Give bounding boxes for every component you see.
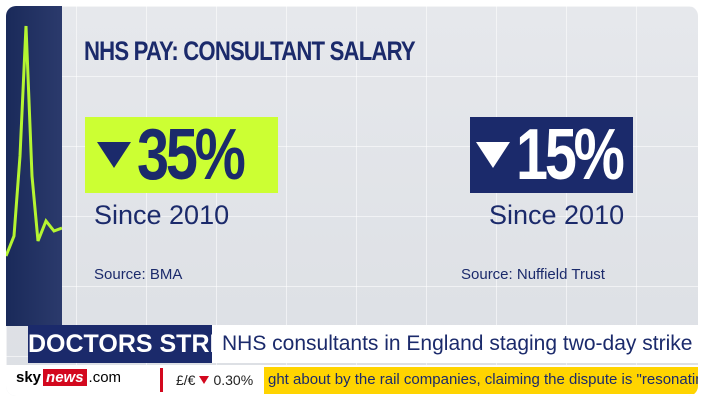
ticker-band xyxy=(264,367,698,394)
brand-sky: sky xyxy=(16,369,42,386)
stat-box: 35% xyxy=(85,115,278,195)
broadcast-screen: NHS PAY: CONSULTANT SALARY 35% Since 201… xyxy=(6,6,698,396)
headline-bar xyxy=(212,325,698,363)
brand-news: news xyxy=(43,369,87,386)
stat-value: 15% xyxy=(516,115,625,195)
stat-source: Source: Nuffield Trust xyxy=(461,266,605,283)
headline: NHS consultants in England staging two-d… xyxy=(222,332,693,355)
title: NHS PAY: CONSULTANT SALARY xyxy=(84,36,416,66)
stat-caption: Since 2010 xyxy=(489,200,625,230)
side-panel xyxy=(6,6,63,326)
down-arrow xyxy=(97,142,131,168)
stat-source: Source: BMA xyxy=(94,266,183,283)
brand-domain: .com xyxy=(88,369,122,386)
currency-change: 0.30% xyxy=(213,372,254,388)
stat-value: 35% xyxy=(137,115,246,195)
lower-third-label: DOCTORS STRIKE xyxy=(28,325,251,363)
down-arrow xyxy=(476,142,510,168)
currency: £/€ 0.30% xyxy=(176,372,253,388)
stat-box: 15% xyxy=(470,115,633,195)
ecg-line xyxy=(6,25,63,257)
ecg-trace xyxy=(6,25,63,257)
separator xyxy=(160,368,163,392)
down-arrow xyxy=(199,376,210,384)
ticker-text: ght about by the rail companies, claimin… xyxy=(268,371,698,388)
brand: sky news .com xyxy=(16,369,121,386)
stat-caption: Since 2010 xyxy=(94,200,230,230)
currency-pair: £/€ xyxy=(176,372,196,388)
